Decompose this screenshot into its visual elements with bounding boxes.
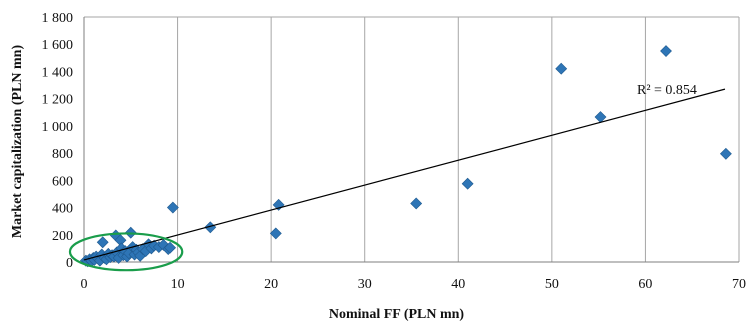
x-tick-label: 60 (638, 277, 652, 292)
x-tick-labels: 0 10 20 30 40 50 60 70 (81, 277, 747, 292)
y-tick-label: 1 600 (42, 38, 74, 53)
y-tick-label: 1 800 (42, 11, 74, 26)
data-point (269, 227, 282, 240)
y-axis-label: Market capitalization (PLN mn) (10, 45, 25, 239)
y-tick-label: 200 (52, 229, 73, 244)
data-point (96, 236, 109, 249)
y-tick-label: 1 200 (42, 93, 74, 108)
x-tick-label: 20 (264, 277, 278, 292)
r-squared-label: R² = 0.854 (637, 83, 697, 98)
data-point (166, 201, 179, 214)
data-point (719, 147, 732, 160)
data-point (461, 177, 474, 190)
data-point (555, 62, 568, 75)
y-tick-label: 800 (52, 147, 73, 162)
x-tick-label: 40 (451, 277, 465, 292)
x-tick-label: 10 (171, 277, 185, 292)
y-tick-label: 1 000 (42, 120, 74, 135)
grid-lines (84, 16, 740, 262)
trendline (83, 88, 726, 261)
x-tick-label: 0 (81, 277, 88, 292)
y-tick-labels: 0 200 400 600 800 1 000 1 200 1 400 1 600 1 800 (42, 11, 74, 271)
y-tick-label: 600 (52, 174, 73, 189)
highlight-ellipse (68, 232, 184, 272)
data-point (660, 45, 672, 57)
y-tick-label: 0 (66, 256, 73, 271)
data-point (164, 241, 177, 254)
x-tick-label: 70 (732, 277, 746, 292)
data-point (410, 197, 423, 210)
y-tick-label: 400 (52, 202, 73, 217)
x-tick-label: 50 (545, 277, 559, 292)
y-tick-label: 1 400 (42, 65, 74, 80)
x-axis-label: Nominal FF (PLN mn) (329, 307, 465, 322)
axes (83, 17, 739, 263)
x-tick-label: 30 (358, 277, 372, 292)
data-points (79, 45, 732, 268)
